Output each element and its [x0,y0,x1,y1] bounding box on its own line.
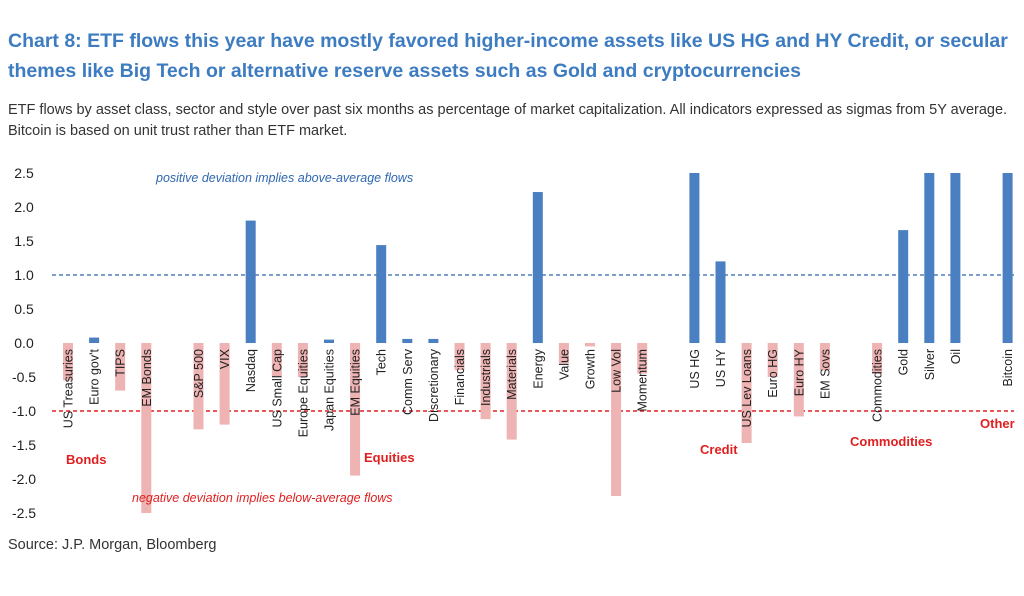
bar-euro-gov-t [89,337,100,343]
y-tick-label: 1.0 [14,267,34,283]
bar-low-vol [611,343,622,496]
chart-title: Chart 8: ETF flows this year have mostly… [8,30,1008,82]
bar-euro-hg [767,343,778,377]
bar-em-equities [350,343,361,476]
group-label-commodities: Commodities [850,434,932,449]
category-label: Euro gov't [88,348,102,404]
bar-materials [506,343,517,440]
bar-vix [219,343,230,425]
bar-industrials [480,343,491,420]
bar-value [558,343,569,364]
group-label-equities: Equities [364,450,415,465]
category-label: Silver [923,349,937,380]
bar-us-lev-loans [741,343,752,443]
category-label: EM Equities [349,349,363,416]
annotations: positive deviation implies above-average… [66,171,1015,505]
y-axis: 2.5 2.0 1.5 1.0 0.5 0.0 -0.5 -1.0 -1.5 -2.0 -2.5 [12,165,36,521]
y-tick-label: -2.0 [12,471,36,487]
bar-em-bonds [141,343,152,513]
bar-bitcoin [1002,173,1013,343]
category-label: Financials [453,349,467,405]
bar-europe-equities [297,343,308,377]
category-label: Growth [584,349,598,389]
negative-deviation-note: negative deviation implies below-average… [132,491,393,505]
category-label: TIPS [114,349,128,377]
positive-deviation-note: positive deviation implies above-average… [155,171,413,185]
category-label: Europe Equities [296,349,310,437]
y-tick-label: 2.5 [14,165,34,181]
category-label: Euro HY [792,348,806,396]
y-tick-label: -2.5 [12,505,36,521]
bar-us-treasuries [63,343,73,381]
y-tick-label: 2.0 [14,199,34,215]
category-label: US Lev Loans [740,349,754,428]
bar-us-small-cap [271,343,282,377]
bar-commodities [872,343,883,374]
category-label: Tech [375,349,389,375]
category-label: Discretionary [427,348,441,422]
category-label: Comm Serv [401,348,415,415]
group-label-bonds: Bonds [66,452,106,467]
group-label-other: Other [980,416,1015,431]
y-tick-label: -0.5 [12,369,36,385]
bar-gold [898,230,909,343]
category-label: Nasdaq [244,349,258,392]
y-tick-label: 0.0 [14,335,34,351]
bar-em-sovs [819,343,830,371]
bar-tips [115,343,126,391]
category-label: Industrials [479,349,493,406]
category-label: S&P 500 [192,349,206,398]
category-label: EM Sovs [818,349,832,399]
bar-oil [950,173,961,343]
bar-momentum [637,343,648,374]
group-label-credit: Credit [700,442,738,457]
bar-s-p-500 [193,343,204,430]
category-label: US Treasuries [62,349,76,428]
reference-lines [52,274,1014,412]
bar-us-hg [689,173,700,343]
bar-discretionary [428,338,439,343]
category-label: Japan Equities [323,349,337,431]
category-label: Oil [949,349,963,364]
bar-us-hy [715,261,726,343]
category-label: Euro HG [766,349,780,398]
category-label: US Small Cap [270,349,284,428]
bar-japan-equities [324,339,334,343]
source-note: Source: J.P. Morgan, Bloomberg [8,537,217,553]
bar-nasdaq [245,220,256,343]
bar-euro-hy [793,343,804,417]
category-label: Value [557,349,571,380]
bar-tech [376,245,387,343]
category-label: Gold [897,349,911,375]
category-label: EM Bonds [140,349,154,407]
chart-subtitle: ETF flows by asset class, sector and sty… [8,102,1008,139]
etf-flows-bar-chart: 2.5 2.0 1.5 1.0 0.5 0.0 -0.5 -1.0 -1.5 -2.0 -2.5 U… [12,165,1016,521]
category-labels: US Treasuries Euro gov't TIPS EM Bonds S&P 5… [62,348,1016,437]
bar-energy [532,192,543,343]
category-label: Energy [531,348,545,388]
bars [63,173,1013,513]
bar-growth [585,343,595,347]
category-label: US HG [688,349,702,389]
y-tick-label: 0.5 [14,301,34,317]
bar-financials [454,343,465,371]
category-label: Commodities [871,349,885,422]
category-label: Materials [505,349,519,400]
y-tick-label: -1.0 [12,403,36,419]
category-label: US HY [714,348,728,387]
bar-silver [924,173,935,343]
category-label: Momentum [636,349,650,412]
category-label: Low Vol [610,349,624,393]
y-tick-label: -1.5 [12,437,36,453]
category-label: VIX [218,348,232,369]
y-tick-label: 1.5 [14,233,34,249]
bar-comm-serv [402,338,413,343]
category-label: Bitcoin [1001,349,1015,387]
